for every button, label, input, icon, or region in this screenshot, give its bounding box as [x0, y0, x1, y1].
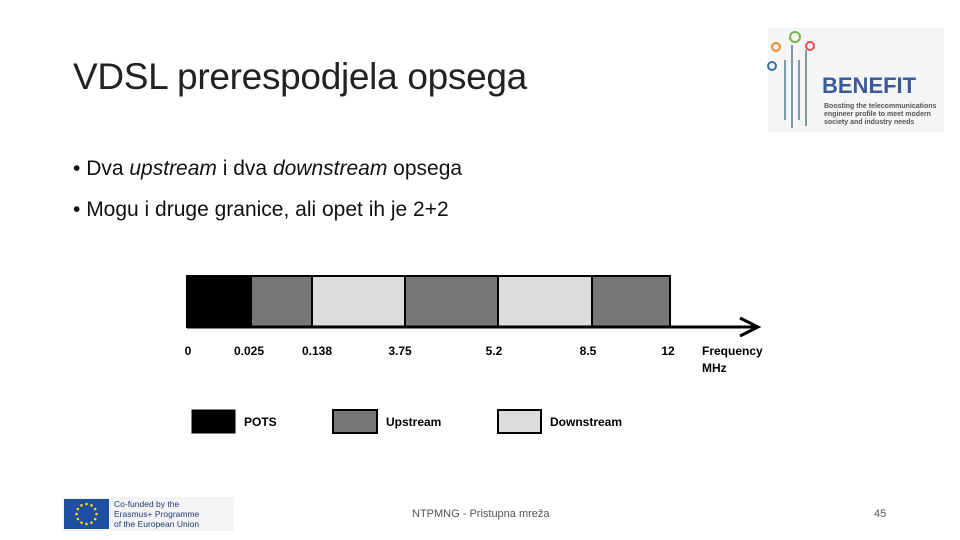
- eu-text: Erasmus+ Programme: [114, 509, 200, 519]
- axis-arrow: [739, 316, 762, 338]
- eu-star: [93, 507, 97, 511]
- text: Dva: [86, 157, 130, 180]
- eu-star: [85, 502, 88, 506]
- axis-label: Frequency: [702, 344, 763, 358]
- tick-label: 0.025: [234, 344, 264, 358]
- tick-label: 0: [185, 344, 192, 358]
- text: downstream: [272, 157, 388, 180]
- eu-logo: Co-funded by the Erasmus+ Programme of t…: [62, 497, 234, 531]
- eu-star: [93, 517, 97, 521]
- tick-label: 12: [661, 344, 675, 358]
- eu-star: [75, 512, 78, 516]
- bullet: • Mogu i druge granice, ali opet ih je 2…: [73, 198, 449, 221]
- logo-tagline: Boosting the telecommunications: [824, 103, 937, 110]
- text: upstream: [129, 157, 217, 180]
- eu-star: [80, 521, 83, 524]
- tick-label: 8.5: [580, 344, 597, 358]
- band-upstream: [250, 275, 313, 328]
- logo-name: BENEFIT: [822, 73, 917, 98]
- eu-star: [76, 507, 80, 511]
- legend-swatch: [497, 409, 542, 434]
- band-downstream: [497, 275, 593, 328]
- band-downstream: [311, 275, 406, 328]
- legend-label: Upstream: [386, 415, 441, 429]
- tick-label: 0.138: [302, 344, 332, 358]
- band-upstream: [404, 275, 499, 328]
- tick-label: 3.75: [388, 344, 412, 358]
- eu-star: [90, 504, 93, 507]
- legend-swatch: [191, 409, 236, 434]
- band-pots: [186, 275, 252, 328]
- logo-tagline: society and industry needs: [824, 119, 914, 126]
- slide-title: VDSL prerespodjela opsega: [73, 56, 527, 97]
- eu-star: [80, 504, 83, 507]
- logo-tagline: engineer profile to meet modern: [824, 111, 931, 118]
- legend-label: POTS: [244, 415, 277, 429]
- legend-label: Downstream: [550, 415, 622, 429]
- eu-star: [90, 521, 93, 524]
- logo: BENEFIT Boosting the telecommunications …: [767, 28, 944, 132]
- page-number: 45: [874, 508, 887, 520]
- tick-label: 5.2: [486, 344, 503, 358]
- bullet: • Dva upstream i dva downstream opsega: [73, 157, 463, 180]
- footer-center: NTPMNG - Pristupna mreža: [412, 508, 550, 520]
- band-bar: [186, 275, 671, 328]
- legend-swatch: [332, 409, 378, 434]
- logo-bg: [768, 28, 944, 132]
- eu-star: [95, 512, 98, 516]
- text: opsega: [387, 157, 463, 180]
- text: Mogu i druge granice, ali opet ih je 2+2: [86, 198, 449, 221]
- eu-text: of the European Union: [114, 519, 199, 529]
- eu-star: [76, 517, 80, 521]
- eu-text: Co-funded by the: [114, 499, 179, 509]
- eu-star: [85, 522, 88, 526]
- band-upstream: [591, 275, 671, 328]
- axis-label: MHz: [702, 361, 727, 375]
- bullet-list: • Dva upstream i dva downstream opsega •…: [73, 148, 462, 230]
- text: i dva: [216, 157, 273, 180]
